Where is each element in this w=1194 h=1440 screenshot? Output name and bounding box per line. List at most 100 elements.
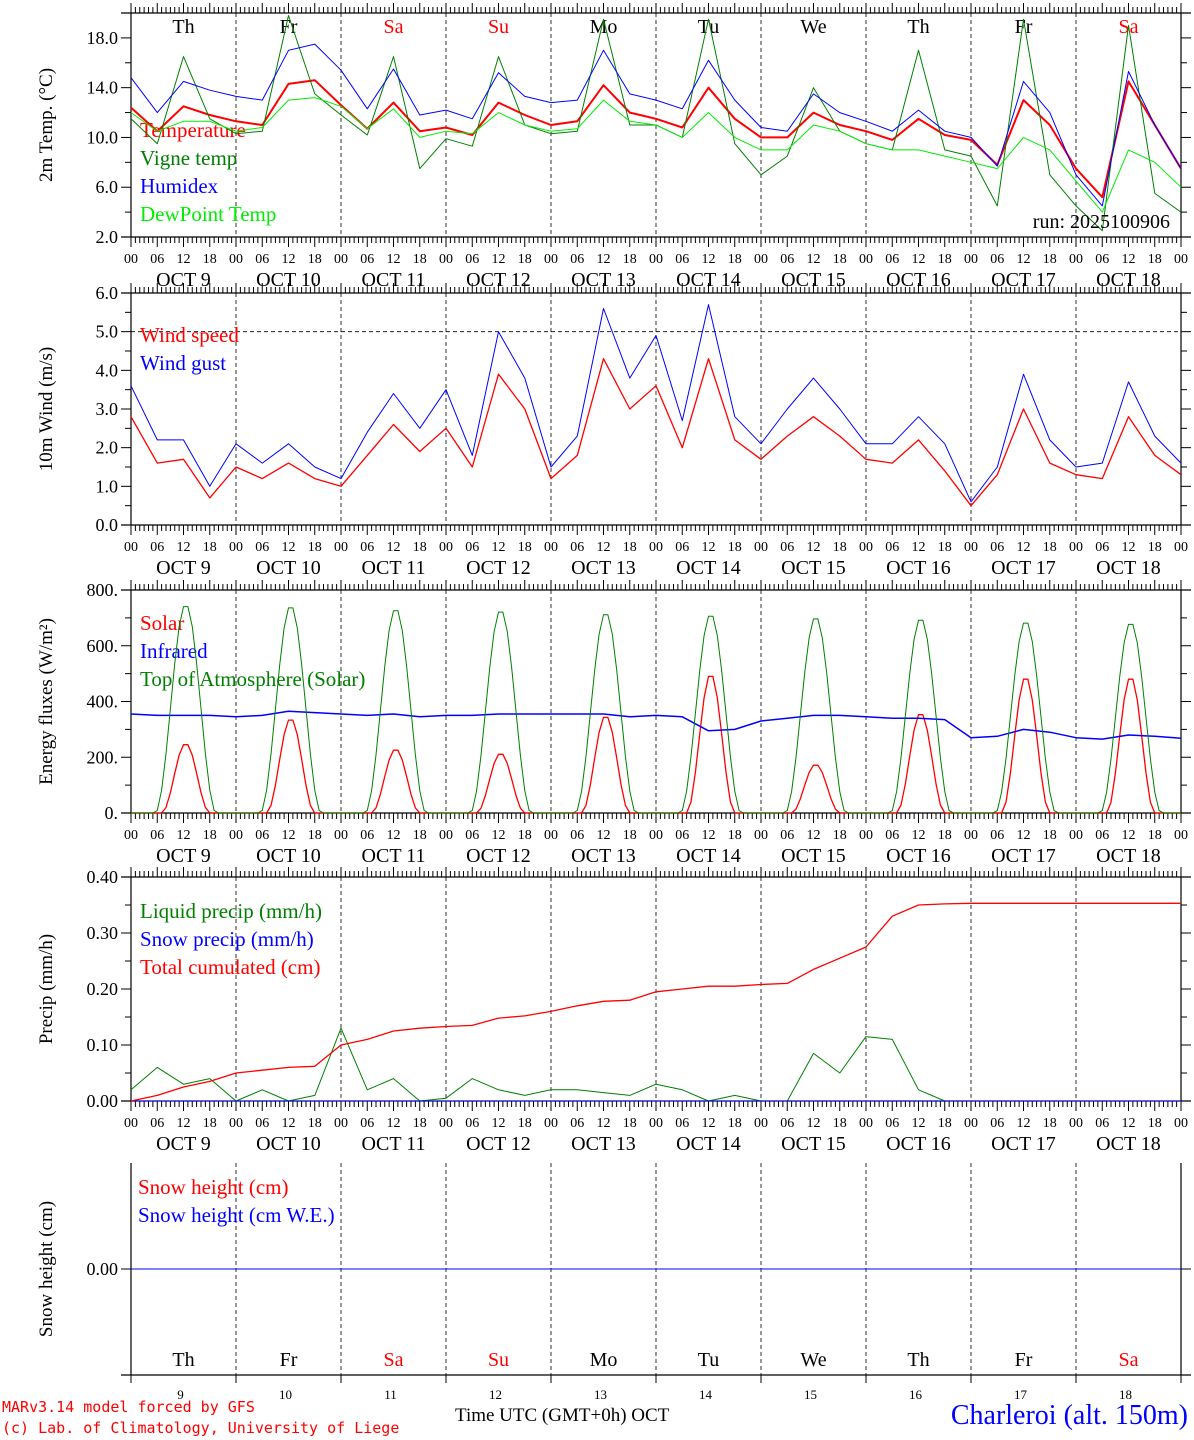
x-hour-label: 06 [465,828,479,843]
x-hour-label: 12 [807,1116,821,1131]
x-hour-label: 12 [1122,252,1136,267]
x-hour-label: 18 [1043,1116,1057,1131]
y-tick-label: 14.0 [87,78,119,98]
x-hour-label: 12 [282,252,296,267]
location-title: Charleroi (alt. 150m) [950,1400,1188,1431]
weekday-label: Tu [698,16,720,38]
y-tick-label: 0.20 [87,979,119,999]
weekday-label: Fr [280,1349,298,1371]
x-hour-label: 06 [990,828,1004,843]
x-hour-label: 12 [702,1116,716,1131]
x-hour-label: 06 [675,828,689,843]
x-hour-label: 12 [1017,1116,1031,1131]
x-date-label: OCT 12 [466,845,531,867]
y-tick-label: 2.0 [96,227,119,247]
x-hour-label: 18 [833,1116,847,1131]
snow-panel: 0.00 Snow height (cm) Th 9 Fr 10 Sa 11 Su 12 Mo 13 T… [36,1163,1191,1402]
x-hour-label: 00 [649,828,663,843]
day-number-label: 9 [177,1387,184,1402]
x-hour-label: 06 [1095,1116,1109,1131]
x-hour-label: 00 [1174,828,1188,843]
weekday-label: Su [488,1349,509,1371]
x-hour-label: 06 [360,1116,374,1131]
x-date-label: OCT 13 [571,557,636,579]
weekday-label: Th [907,16,929,38]
legend-entry: Solar [140,611,184,635]
x-hour-label: 06 [570,540,584,555]
x-hour-label: 18 [623,1116,637,1131]
x-hour-label: 00 [754,540,768,555]
legend-entry: Wind gust [140,351,226,375]
legend-entry: DewPoint Temp [140,202,276,226]
x-hour-label: 18 [833,828,847,843]
x-hour-label: 18 [938,828,952,843]
x-hour-label: 12 [1017,252,1031,267]
x-hour-label: 06 [570,1116,584,1131]
x-hour-label: 18 [518,540,532,555]
x-hour-label: 00 [649,1116,663,1131]
y-tick-label: 600. [87,636,119,656]
x-hour-label: 18 [203,252,217,267]
x-hour-label: 18 [413,828,427,843]
x-hour-label: 18 [413,1116,427,1131]
day-number-label: 17 [1014,1387,1028,1402]
temperature-panel: 2.0 6.0 10.0 14.0 18.0 2m Temp. (°C) 00 06 12 18 0… [36,3,1191,291]
legend-entry: Snow height (cm W.E.) [138,1203,335,1227]
x-hour-label: 12 [177,828,191,843]
energy-panel: 0. 200. 400. 600. 800. Energy fluxes (W/m²) 00… [36,580,1191,867]
x-hour-label: 06 [1095,828,1109,843]
x-hour-label: 12 [597,252,611,267]
x-hour-label: 00 [544,252,558,267]
x-hour-label: 18 [203,540,217,555]
weekday-label: Th [907,1349,929,1371]
x-hour-label: 00 [1174,252,1188,267]
y-axis-label: Precip (mm/h) [36,934,57,1044]
x-hour-label: 18 [833,540,847,555]
x-hour-label: 06 [255,540,269,555]
x-hour-label: 18 [833,252,847,267]
y-tick-label: 1.0 [96,476,119,496]
x-hour-label: 06 [780,540,794,555]
x-hour-label: 12 [912,1116,926,1131]
x-axis-title: Time UTC (GMT+0h) OCT [455,1405,669,1427]
x-date-label: OCT 14 [676,557,741,579]
series-line-top-of-atmosphere-solar- [131,606,1181,814]
legend-entry: Snow precip (mm/h) [140,927,314,951]
x-hour-label: 18 [728,828,742,843]
y-tick-label: 0.0 [96,515,119,535]
x-date-label: OCT 10 [256,845,321,867]
weekday-label: Sa [1119,1349,1139,1371]
x-hour-label: 00 [334,540,348,555]
x-date-label: OCT 17 [991,1133,1056,1155]
x-hour-label: 06 [465,252,479,267]
x-hour-label: 06 [675,252,689,267]
x-hour-label: 06 [885,828,899,843]
x-hour-label: 12 [177,252,191,267]
x-hour-label: 00 [1069,828,1083,843]
precip-panel: 0.00 0.10 0.20 0.30 0.40 Precip (mm/h) 00 06 12 1… [36,867,1191,1155]
day-number-label: 11 [384,1387,397,1402]
x-date-label: OCT 12 [466,1133,531,1155]
x-hour-label: 12 [177,1116,191,1131]
x-hour-label: 06 [780,828,794,843]
weekday-label: Th [172,1349,194,1371]
x-date-label: OCT 16 [886,1133,951,1155]
x-hour-label: 06 [570,252,584,267]
x-date-label: OCT 14 [676,845,741,867]
x-hour-label: 12 [492,540,506,555]
x-hour-label: 18 [728,540,742,555]
x-hour-label: 12 [492,252,506,267]
x-hour-label: 00 [439,1116,453,1131]
x-hour-label: 00 [859,540,873,555]
x-hour-label: 06 [570,828,584,843]
x-hour-label: 12 [807,828,821,843]
x-hour-label: 00 [439,540,453,555]
x-date-label: OCT 13 [571,1133,636,1155]
x-hour-label: 18 [1043,828,1057,843]
x-date-label: OCT 11 [362,1133,426,1155]
y-tick-label: 2.0 [96,438,119,458]
x-hour-label: 06 [675,540,689,555]
weekday-label: Sa [384,16,404,38]
x-hour-label: 12 [702,252,716,267]
x-hour-label: 18 [1148,540,1162,555]
